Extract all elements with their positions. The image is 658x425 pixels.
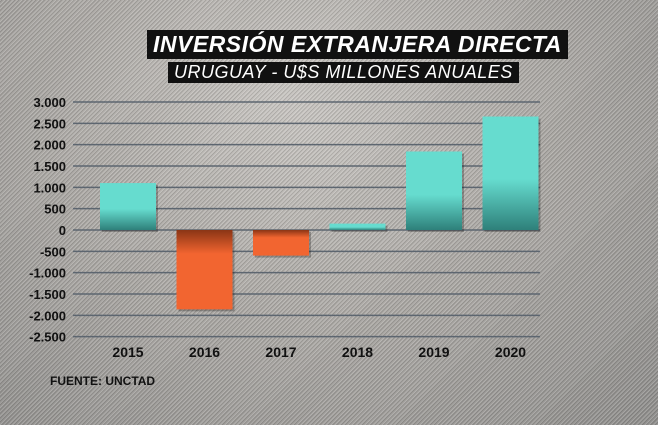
x-tick-label: 2017: [265, 344, 296, 360]
y-tick-label: 2.000: [33, 138, 66, 153]
bar-2018: [329, 223, 386, 230]
chart-subtitle: URUGUAY - U$S MILLONES ANUALES: [168, 62, 519, 83]
x-tick-label: 2016: [189, 344, 220, 360]
y-tick-label: 0: [59, 223, 66, 238]
source-note: FUENTE: UNCTAD: [50, 374, 156, 388]
bar-2020: [482, 116, 539, 230]
x-tick-label: 2019: [418, 344, 449, 360]
x-tick-label: 2018: [342, 344, 373, 360]
y-tick-label: 2.500: [33, 116, 66, 131]
y-tick-label: 1.500: [33, 159, 66, 174]
bar-2015: [100, 183, 156, 230]
y-tick-label: -2.000: [29, 308, 66, 323]
x-tick-label: 2020: [495, 344, 526, 360]
y-tick-label: 3.000: [33, 95, 66, 110]
y-tick-label: 1.000: [33, 180, 66, 195]
y-tick-label: -1.500: [29, 287, 66, 302]
y-tick-label: -500: [40, 244, 66, 259]
chart-title: INVERSIÓN EXTRANJERA DIRECTA: [147, 30, 568, 59]
x-tick-label: 2015: [112, 344, 143, 360]
bar-2019: [406, 151, 462, 230]
y-tick-label: 500: [44, 202, 66, 217]
bar-2017: [253, 230, 309, 256]
bar-2016: [176, 230, 233, 310]
y-tick-label: -2.500: [29, 330, 66, 345]
y-tick-label: -1.000: [29, 266, 66, 281]
